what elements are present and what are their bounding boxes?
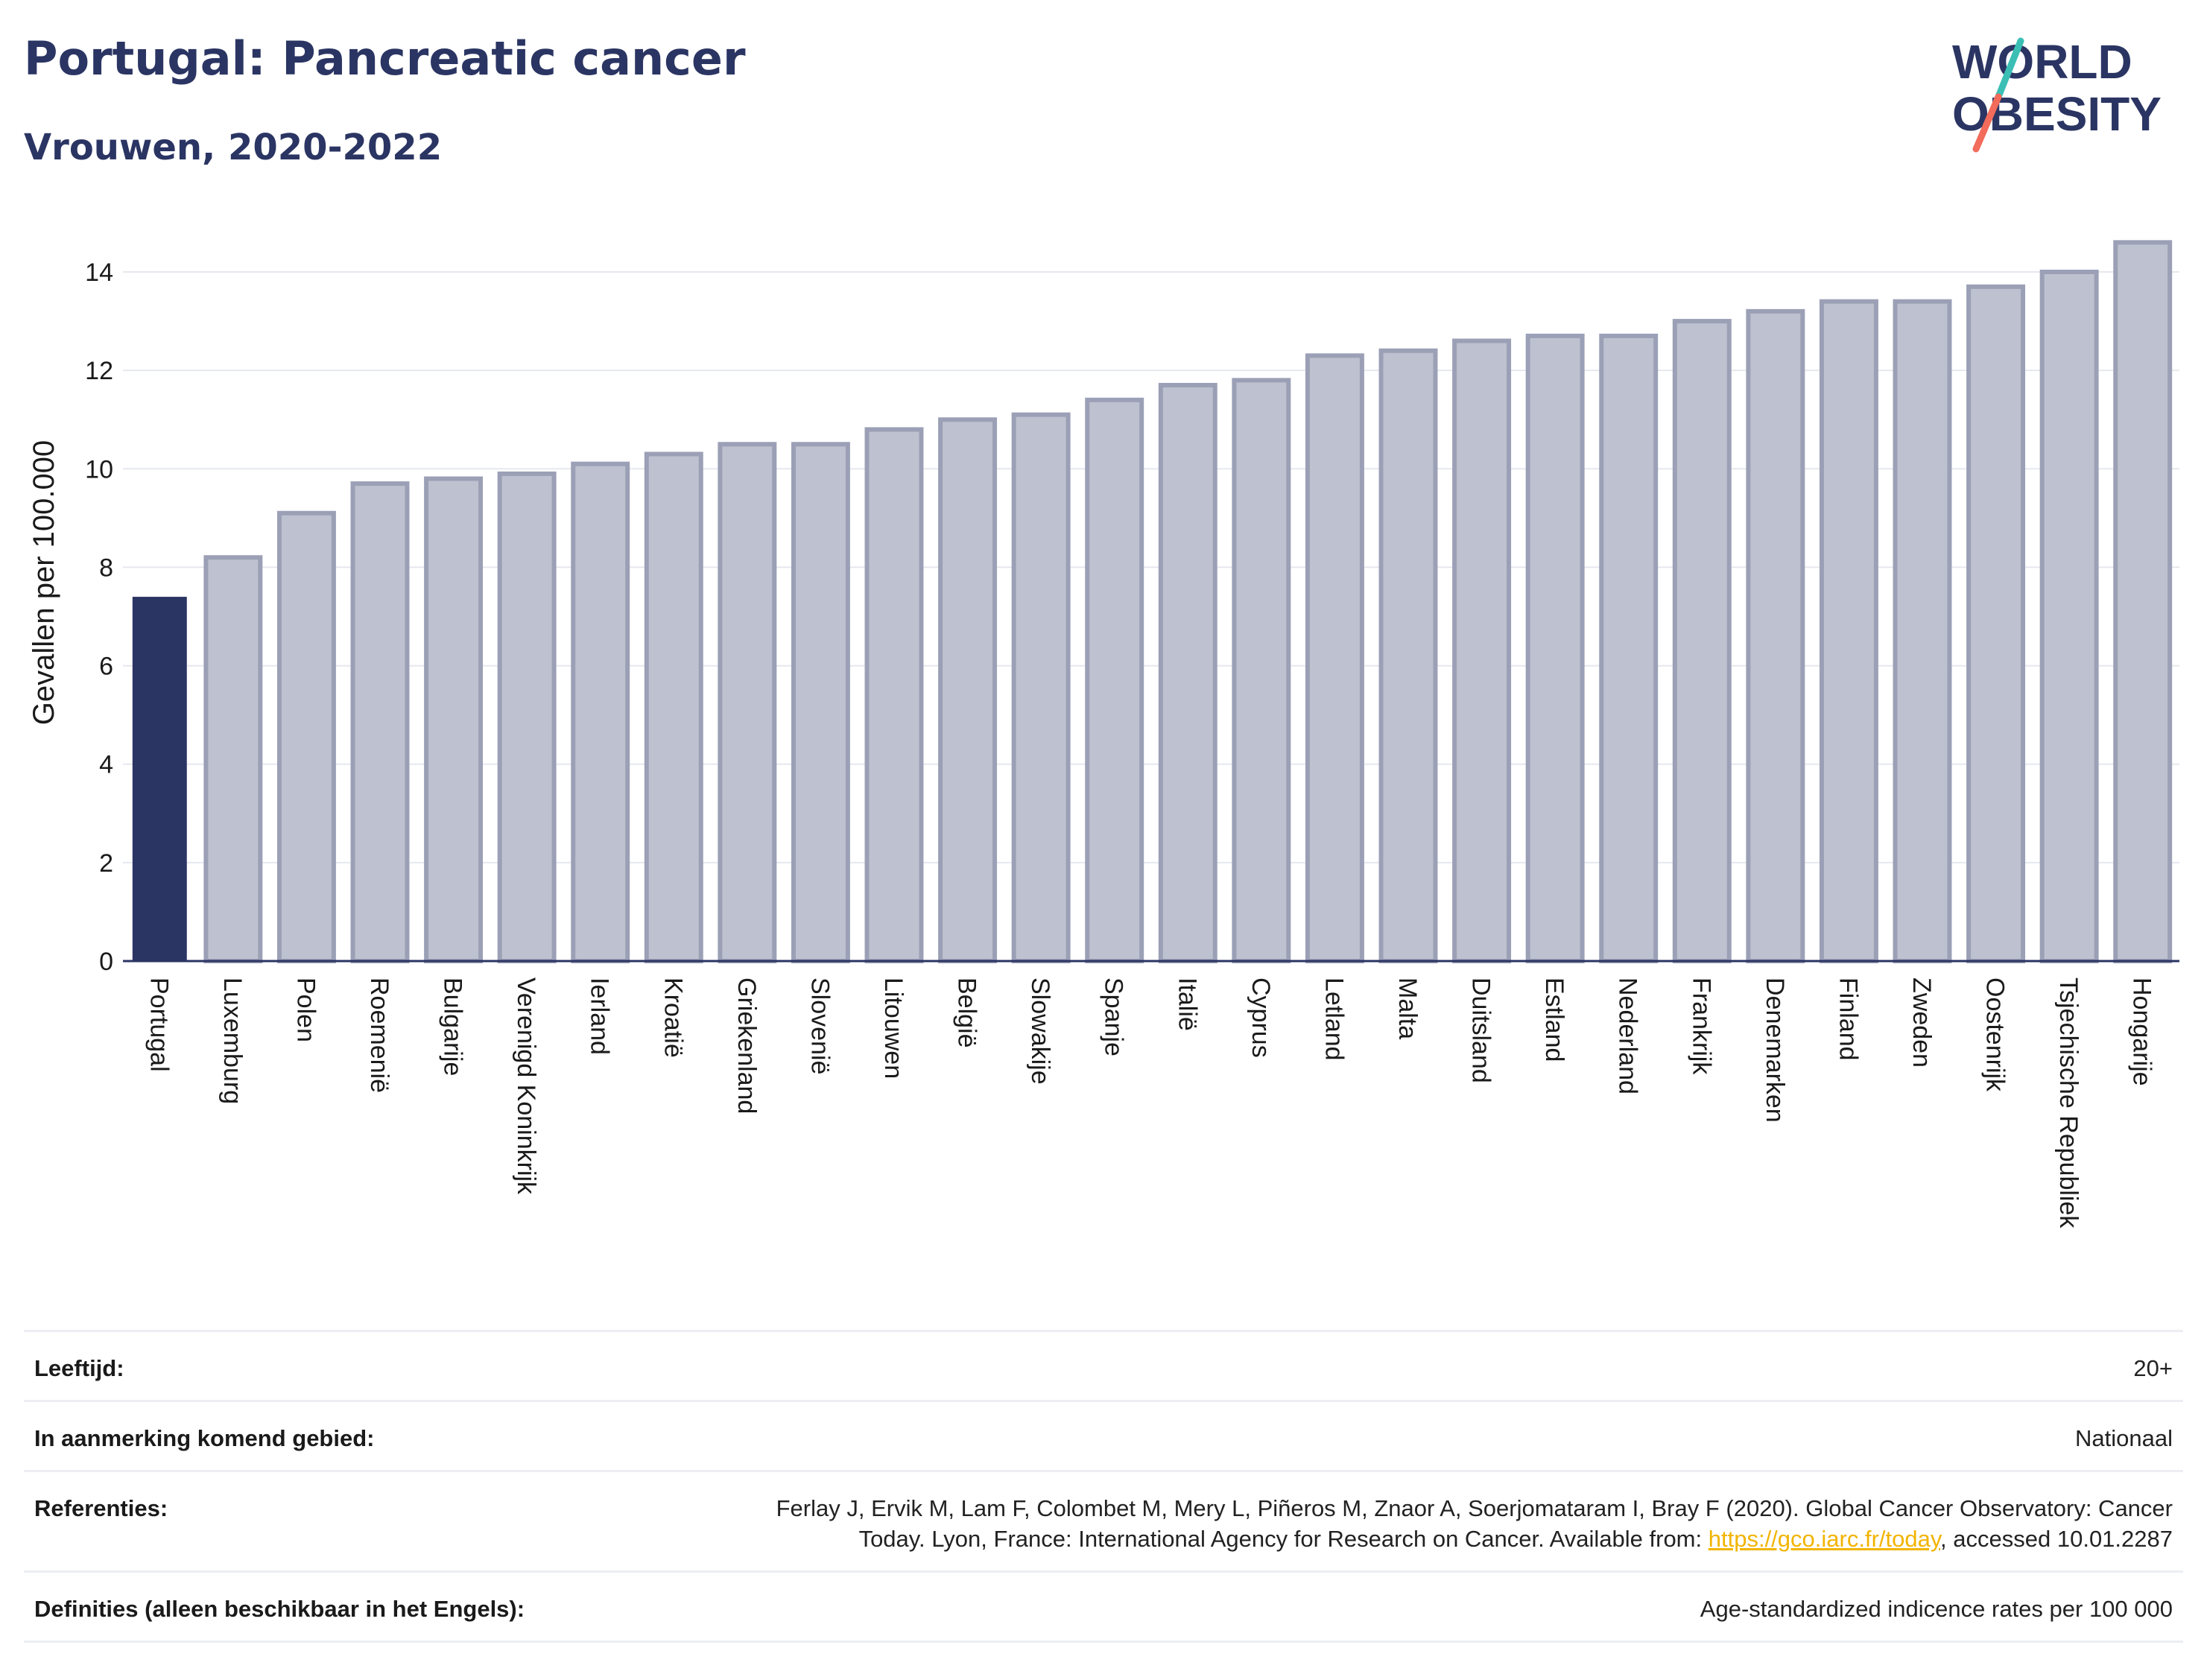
meta-value-age: 20+ [2133,1355,2173,1381]
y-axis-title: Gevallen per 100.000 [28,440,60,726]
y-tick-label: 10 [85,455,113,484]
x-tick-label: Finland [1834,977,1862,1061]
x-tick-label: Griekenland [732,977,761,1114]
axes: 0 2 4 6 8 10 12 14 Portugal Luxemburg Polen Roemeni… [85,259,2179,1229]
bar-griekenland [718,442,777,963]
bar-duitsland [1452,338,1512,963]
x-tick-label: Bulgarije [439,977,467,1076]
x-tick-label: Ierland [586,977,614,1055]
bar-nederland [1599,333,1659,963]
reference-text-line1: Ferlay J, Ervik M, Lam F, Colombet M, Me… [776,1495,2173,1521]
bar-polen [276,510,336,963]
bar-portugal [132,597,187,961]
x-tick-label: Hongarije [2128,977,2156,1086]
bar-verenigd-koninkrijk [497,471,557,963]
bar-letland [1305,353,1364,964]
bar-luxemburg [203,555,263,963]
bar-estland [1525,333,1585,963]
x-tick-label: Slovenië [805,977,834,1074]
bar-frankrijk [1672,319,1732,964]
bar-ierland [571,461,630,963]
y-tick-label: 0 [99,948,113,976]
meta-label-references: Referenties: [34,1495,168,1521]
chart-subtitle: Vrouwen, 2020-2022 [24,127,443,168]
meta-row-area: In aanmerking komend gebied: Nationaal [24,1400,2183,1470]
meta-row-age: Leeftijd: 20+ [24,1330,2183,1400]
y-tick-label: 14 [85,259,113,287]
meta-label-area: In aanmerking komend gebied: [34,1425,375,1451]
meta-label-definitions: Definities (alleen beschikbaar in het En… [34,1596,525,1622]
bar-oostenrijk [1966,284,2026,964]
x-tick-label: Nederland [1614,977,1642,1094]
y-tick-label: 4 [99,751,113,779]
bar-slovenië [791,442,850,963]
meta-row-references: Referenties: Ferlay J, Ervik M, Lam F, C… [24,1470,2183,1570]
bar-roemenië [350,481,410,963]
meta-label-age: Leeftijd: [34,1355,124,1381]
bar-tsjechische-republiek [2039,270,2099,963]
bar-malta [1378,348,1438,963]
meta-value-definitions: Age-standardized indicence rates per 100… [1700,1596,2173,1622]
bar-finland [1819,299,1878,963]
reference-accessed: , accessed 10.01.2287 [1940,1526,2173,1552]
x-tick-label: Roemenië [365,977,393,1093]
bar-bulgarije [424,476,484,963]
x-tick-label: Malta [1393,977,1422,1039]
meta-value-references: Ferlay J, Ervik M, Lam F, Colombet M, Me… [541,1493,2173,1554]
bar-kroatië [644,451,703,963]
x-tick-label: Verenigd Koninkrijk [512,977,540,1195]
x-tick-label: Litouwen [879,977,908,1079]
bar-denemarken [1746,308,1805,964]
logo-slash-teal [1995,37,2024,101]
x-tick-label: Estland [1540,977,1568,1062]
world-obesity-logo: WORLD OBESITY [1937,22,2191,156]
logo-slash-coral [1972,93,2002,153]
x-tick-label: Kroatië [659,977,687,1058]
bar-spanje [1085,397,1144,963]
bar-belgië [938,417,998,963]
x-tick-label: Tsjechische Republiek [2054,977,2083,1229]
x-tick-label: België [953,977,981,1048]
x-tick-label: Frankrijk [1687,977,1715,1075]
bar-cyprus [1232,378,1291,964]
y-tick-label: 8 [99,554,113,582]
y-tick-label: 6 [99,653,113,681]
x-tick-label: Duitsland [1467,977,1495,1083]
bar-chart: 0 2 4 6 8 10 12 14 Portugal Luxemburg Polen Roemeni… [28,240,2179,1229]
x-tick-label: Portugal [145,977,173,1072]
x-tick-label: Italië [1173,977,1201,1031]
meta-row-definitions: Definities (alleen beschikbaar in het En… [24,1570,2183,1643]
bar-zweden [1893,299,1952,963]
bar-litouwen [864,427,924,963]
y-tick-label: 2 [99,849,113,878]
x-tick-label: Slowakije [1026,977,1054,1085]
chart-title: Portugal: Pancreatic cancer [24,31,746,86]
metadata-table: Leeftijd: 20+ In aanmerking komend gebie… [24,1330,2183,1643]
x-tick-label: Letland [1320,977,1348,1061]
reference-link[interactable]: https://gco.iarc.fr/today [1708,1526,1941,1552]
x-tick-label: Polen [291,977,320,1042]
x-tick-label: Luxemburg [218,977,247,1104]
bar-italië [1158,382,1217,963]
logo-word-obesity: OBESITY [1952,87,2162,141]
x-tick-label: Denemarken [1761,977,1789,1123]
bar-slowakije [1011,412,1071,963]
y-tick-label: 12 [85,357,113,385]
bars [132,240,2173,964]
bar-hongarije [2113,240,2173,964]
reference-text-line2: Today. Lyon, France: International Agenc… [858,1526,1709,1552]
x-tick-label: Oostenrijk [1981,977,2010,1092]
x-tick-label: Zweden [1907,977,1936,1068]
meta-value-area: Nationaal [2075,1425,2173,1451]
x-tick-label: Cyprus [1247,977,1275,1058]
x-tick-label: Spanje [1100,977,1128,1056]
logo-word-world: WORLD [1952,35,2132,89]
